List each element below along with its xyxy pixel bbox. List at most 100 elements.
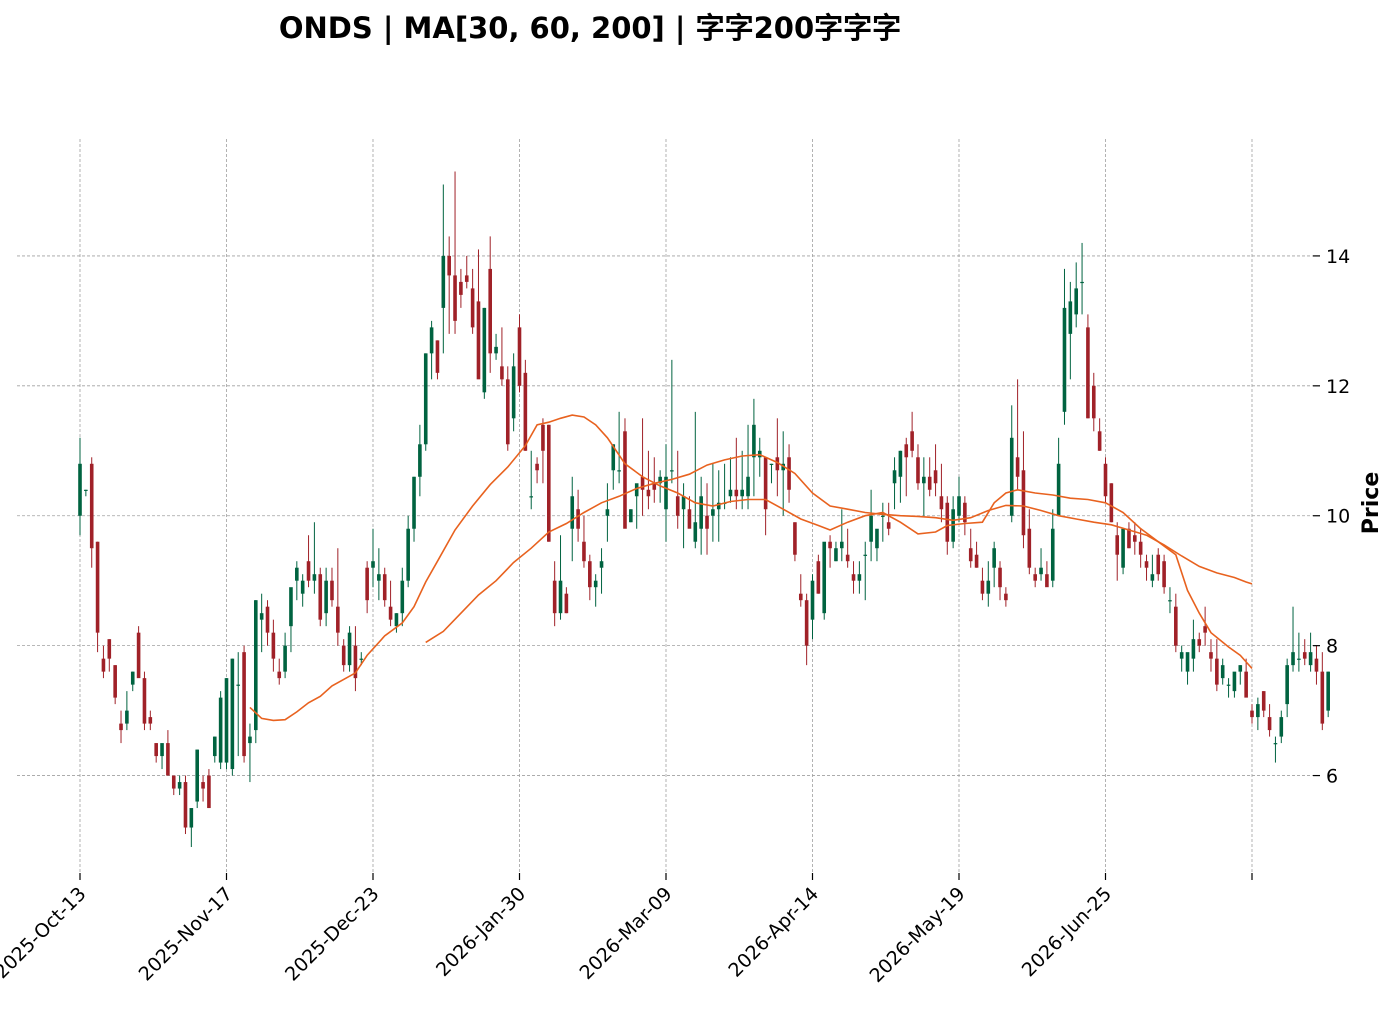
candle [341, 639, 346, 672]
candle [1314, 645, 1319, 685]
candle-body [1226, 684, 1231, 686]
candle [1220, 658, 1225, 685]
candle-body [804, 600, 809, 646]
candle-body [377, 574, 381, 581]
candle-body [1115, 535, 1120, 555]
candle-body [1314, 658, 1319, 672]
candle [1062, 268, 1067, 425]
candle-body [681, 496, 686, 510]
candle [365, 561, 369, 614]
ma-line [249, 414, 1253, 722]
candle [1080, 242, 1084, 315]
candle-body [658, 476, 662, 484]
candle [230, 658, 235, 776]
candle [734, 437, 739, 510]
candle [881, 502, 885, 542]
candle [236, 652, 241, 757]
candle-body [834, 548, 838, 562]
candle [582, 515, 586, 568]
candle [324, 567, 328, 627]
candle [1068, 281, 1073, 380]
candle-body [400, 580, 405, 614]
candle-body [828, 541, 832, 549]
candle [605, 483, 610, 542]
candle-body [101, 658, 106, 672]
candle [769, 463, 774, 484]
grid-lines [17, 139, 1313, 873]
candle-body [1039, 567, 1043, 575]
candle [593, 574, 598, 607]
candle [968, 528, 973, 568]
candle [705, 483, 709, 555]
candle-body [259, 613, 264, 620]
candle [1302, 639, 1307, 666]
candle [757, 437, 762, 477]
candle [101, 645, 106, 679]
candle-body [652, 483, 657, 490]
candle-body [242, 652, 246, 757]
candle-body [148, 717, 153, 724]
candle-body [881, 515, 885, 517]
candle-body [160, 743, 164, 757]
candle [183, 775, 188, 835]
candle [429, 320, 434, 380]
candle-body [224, 678, 229, 763]
candle [89, 457, 94, 568]
candle-body [365, 567, 369, 601]
candle-body [107, 639, 112, 659]
candle-body [500, 366, 504, 380]
candle-body [1261, 691, 1266, 711]
candle [1226, 678, 1231, 698]
candle-body [371, 561, 375, 568]
candle [1091, 372, 1096, 432]
candle-body [945, 502, 950, 542]
candle-body [933, 470, 938, 484]
y-tick-label: 10 [1326, 506, 1350, 528]
candle [816, 554, 821, 594]
candle [1004, 587, 1008, 607]
candle [1174, 593, 1178, 653]
candle-body [634, 483, 639, 497]
candle [845, 528, 850, 568]
candle [1326, 671, 1330, 718]
candle-body [470, 288, 475, 328]
candle [265, 600, 270, 646]
candle [148, 710, 153, 731]
candle [541, 418, 545, 484]
candle [517, 314, 522, 393]
x-tick-label: 2026-Jun-25 [1018, 883, 1116, 981]
candle [529, 450, 534, 510]
candle-body [1320, 671, 1325, 724]
candle [552, 561, 557, 627]
candle [1256, 697, 1260, 731]
candle [195, 749, 199, 809]
candle [834, 541, 838, 562]
candle [886, 502, 891, 536]
candle [793, 522, 797, 562]
candle-body [541, 424, 545, 451]
candle-body [195, 749, 199, 802]
candle-body [177, 782, 182, 789]
candle-body [629, 509, 633, 523]
candle-body [330, 580, 334, 601]
candle [453, 171, 457, 334]
ma-line [425, 453, 1253, 644]
candle-body [248, 736, 252, 744]
candle [160, 743, 164, 770]
candle-body [898, 450, 903, 477]
candle [441, 184, 446, 354]
candle [1027, 509, 1032, 575]
candle-body [716, 502, 721, 510]
candle-body [1168, 600, 1172, 602]
candle-body [547, 424, 551, 542]
candle-body [1091, 385, 1096, 419]
candle-body [1127, 528, 1131, 549]
candle-body [705, 515, 709, 529]
candle [347, 626, 352, 672]
candle [857, 561, 862, 594]
candle [166, 730, 170, 776]
candle [254, 600, 258, 744]
candle [212, 736, 217, 763]
candle [980, 567, 985, 601]
candle [371, 528, 375, 588]
